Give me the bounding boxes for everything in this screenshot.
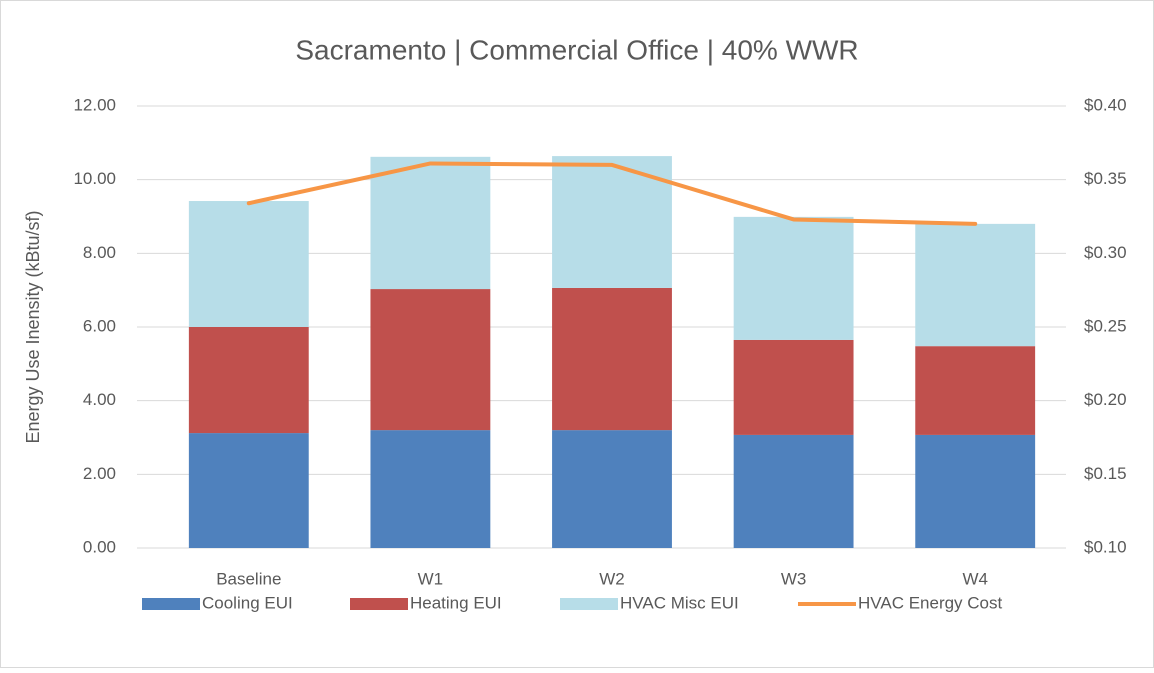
y2-tick-label: $0.40 bbox=[1084, 95, 1127, 114]
bar-segment bbox=[915, 346, 1036, 435]
chart-title: Sacramento | Commercial Office | 40% WWR bbox=[295, 34, 858, 65]
bar-segment bbox=[188, 327, 309, 434]
line-series bbox=[246, 161, 978, 226]
legend-label: Heating EUI bbox=[410, 593, 502, 612]
x-tick-label: W1 bbox=[418, 569, 444, 588]
legend-swatch bbox=[350, 598, 408, 610]
y-axis-label: Energy Use Inensity (kBtu/sf) bbox=[23, 210, 43, 443]
legend-swatch bbox=[560, 598, 618, 610]
bar-segment bbox=[915, 434, 1036, 548]
bar-segment bbox=[370, 156, 491, 290]
bar-segment bbox=[733, 216, 854, 340]
y-tick-label: 0.00 bbox=[83, 537, 116, 556]
x-tick-label: W4 bbox=[962, 569, 988, 588]
legend-swatch bbox=[142, 598, 200, 610]
x-tick-label: W2 bbox=[599, 569, 625, 588]
y2-tick-label: $0.25 bbox=[1084, 316, 1127, 335]
y-tick-label: 10.00 bbox=[73, 169, 116, 188]
bar-segment bbox=[370, 430, 491, 548]
bar-segment bbox=[188, 433, 309, 548]
y2-tick-label: $0.10 bbox=[1084, 537, 1127, 556]
bar-segment bbox=[370, 289, 491, 431]
legend-label: HVAC Energy Cost bbox=[858, 593, 1003, 612]
y-tick-label: 6.00 bbox=[83, 316, 116, 335]
y-tick-label: 8.00 bbox=[83, 243, 116, 262]
x-tick-label: Baseline bbox=[216, 569, 281, 588]
bar-segment bbox=[552, 287, 672, 431]
legend-label: HVAC Misc EUI bbox=[620, 593, 739, 612]
y-tick-label: 2.00 bbox=[83, 464, 116, 483]
y-tick-label: 4.00 bbox=[83, 390, 116, 409]
bar-segment bbox=[733, 434, 854, 548]
y2-tick-label: $0.20 bbox=[1084, 390, 1127, 409]
bar-segment bbox=[733, 339, 854, 435]
bar-segment bbox=[915, 223, 1036, 347]
x-tick-label: W3 bbox=[781, 569, 807, 588]
legend-label: Cooling EUI bbox=[202, 593, 293, 612]
y-tick-label: 12.00 bbox=[73, 95, 116, 114]
bar-segment bbox=[188, 201, 309, 327]
bar-segment bbox=[552, 430, 672, 548]
y2-tick-label: $0.35 bbox=[1084, 169, 1127, 188]
y2-tick-label: $0.15 bbox=[1084, 464, 1127, 483]
y2-tick-label: $0.30 bbox=[1084, 243, 1127, 262]
